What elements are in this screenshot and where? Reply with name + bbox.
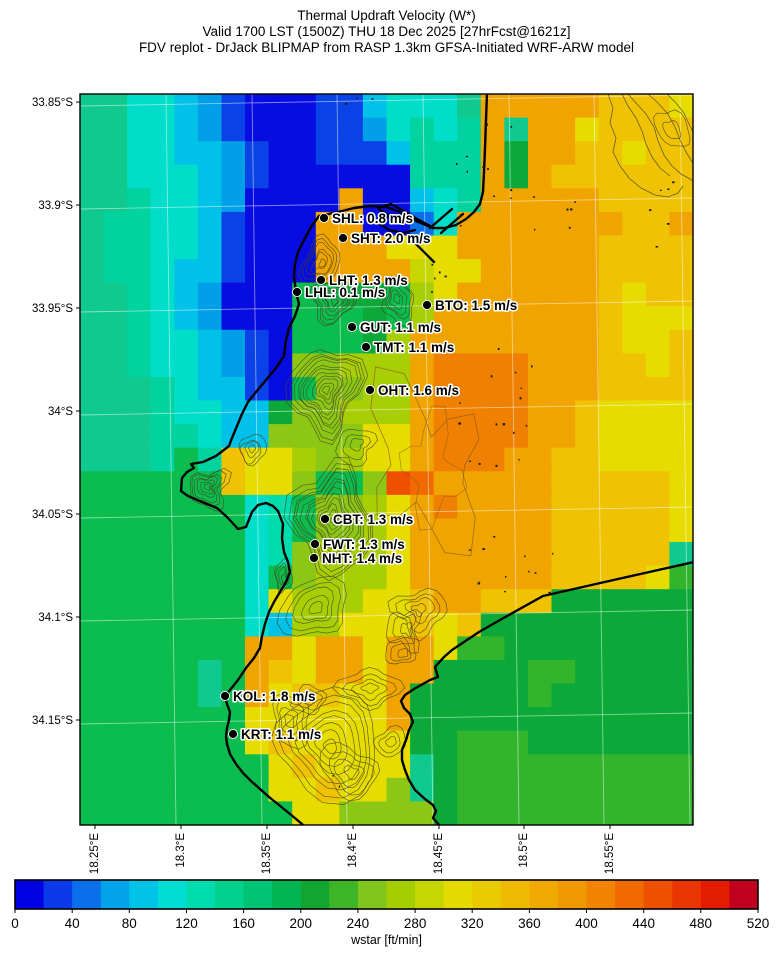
svg-text:160: 160 — [232, 916, 255, 931]
svg-text:SHL: 0.8 m/s: SHL: 0.8 m/s — [332, 211, 413, 226]
svg-text:400: 400 — [575, 916, 598, 931]
svg-text:LHL: 0.1 m/s: LHL: 0.1 m/s — [305, 285, 385, 300]
svg-text:18.55°E: 18.55°E — [604, 833, 616, 874]
svg-text:FWT: 1.3 m/s: FWT: 1.3 m/s — [323, 537, 405, 552]
svg-text:80: 80 — [122, 916, 137, 931]
svg-text:KOL: 1.8 m/s: KOL: 1.8 m/s — [233, 689, 316, 704]
svg-text:TMT: 1.1 m/s: TMT: 1.1 m/s — [374, 340, 454, 355]
svg-text:200: 200 — [290, 916, 313, 931]
svg-text:LHT: 1.3 m/s: LHT: 1.3 m/s — [329, 273, 408, 288]
svg-text:LHT: 1.3 m/s: LHT: 1.3 m/s — [329, 273, 408, 288]
svg-text:18.3°E: 18.3°E — [175, 833, 187, 868]
svg-text:33.85°S: 33.85°S — [32, 97, 73, 109]
svg-text:320: 320 — [461, 916, 484, 931]
svg-text:GUT: 1.1 m/s: GUT: 1.1 m/s — [360, 320, 441, 335]
svg-text:LHL: 0.1 m/s: LHL: 0.1 m/s — [305, 285, 385, 300]
svg-text:34.1°S: 34.1°S — [38, 612, 73, 624]
svg-text:FDV replot - DrJack BLIPMAP fr: FDV replot - DrJack BLIPMAP from RASP 1.… — [139, 40, 634, 55]
svg-text:SHL: 0.8 m/s: SHL: 0.8 m/s — [332, 211, 413, 226]
svg-text:240: 240 — [347, 916, 370, 931]
svg-text:KRT: 1.1 m/s: KRT: 1.1 m/s — [241, 727, 321, 742]
svg-text:OHT: 1.6 m/s: OHT: 1.6 m/s — [378, 383, 459, 398]
svg-text:CBT: 1.3 m/s: CBT: 1.3 m/s — [333, 512, 413, 527]
svg-text:33.95°S: 33.95°S — [32, 303, 73, 315]
svg-text:SHT: 2.0 m/s: SHT: 2.0 m/s — [351, 231, 431, 246]
svg-text:Valid 1700 LST (1500Z) THU 18: Valid 1700 LST (1500Z) THU 18 Dec 2025 [… — [203, 24, 571, 39]
svg-text:Thermal Updraft Velocity (W*): Thermal Updraft Velocity (W*) — [297, 8, 476, 23]
svg-text:480: 480 — [690, 916, 713, 931]
svg-text:SHT: 2.0 m/s: SHT: 2.0 m/s — [351, 231, 431, 246]
svg-text:120: 120 — [175, 916, 198, 931]
svg-text:40: 40 — [65, 916, 80, 931]
svg-text:280: 280 — [404, 916, 427, 931]
svg-text:360: 360 — [518, 916, 541, 931]
svg-text:18.4°E: 18.4°E — [347, 833, 359, 868]
svg-text:NHT: 1.4 m/s: NHT: 1.4 m/s — [322, 551, 402, 566]
svg-text:18.45°E: 18.45°E — [433, 833, 445, 874]
svg-text:CBT: 1.3 m/s: CBT: 1.3 m/s — [333, 512, 413, 527]
svg-text:BTO: 1.5 m/s: BTO: 1.5 m/s — [435, 298, 517, 313]
svg-text:KOL: 1.8 m/s: KOL: 1.8 m/s — [233, 689, 316, 704]
svg-text:18.5°E: 18.5°E — [518, 833, 530, 868]
svg-text:34.05°S: 34.05°S — [32, 509, 73, 521]
svg-text:OHT: 1.6 m/s: OHT: 1.6 m/s — [378, 383, 459, 398]
svg-text:wstar [ft/min]: wstar [ft/min] — [350, 933, 422, 947]
svg-text:440: 440 — [632, 916, 655, 931]
svg-text:GUT: 1.1 m/s: GUT: 1.1 m/s — [360, 320, 441, 335]
svg-text:0: 0 — [11, 916, 19, 931]
svg-text:BTO: 1.5 m/s: BTO: 1.5 m/s — [435, 298, 517, 313]
svg-text:NHT: 1.4 m/s: NHT: 1.4 m/s — [322, 551, 402, 566]
svg-text:33.9°S: 33.9°S — [38, 200, 73, 212]
svg-text:FWT: 1.3 m/s: FWT: 1.3 m/s — [323, 537, 405, 552]
svg-text:18.25°E: 18.25°E — [89, 833, 101, 874]
svg-text:34.15°S: 34.15°S — [32, 715, 73, 727]
svg-text:18.35°E: 18.35°E — [261, 833, 273, 874]
svg-text:34°S: 34°S — [48, 406, 73, 418]
svg-text:520: 520 — [747, 916, 770, 931]
svg-text:TMT: 1.1 m/s: TMT: 1.1 m/s — [374, 340, 454, 355]
svg-text:KRT: 1.1 m/s: KRT: 1.1 m/s — [241, 727, 321, 742]
